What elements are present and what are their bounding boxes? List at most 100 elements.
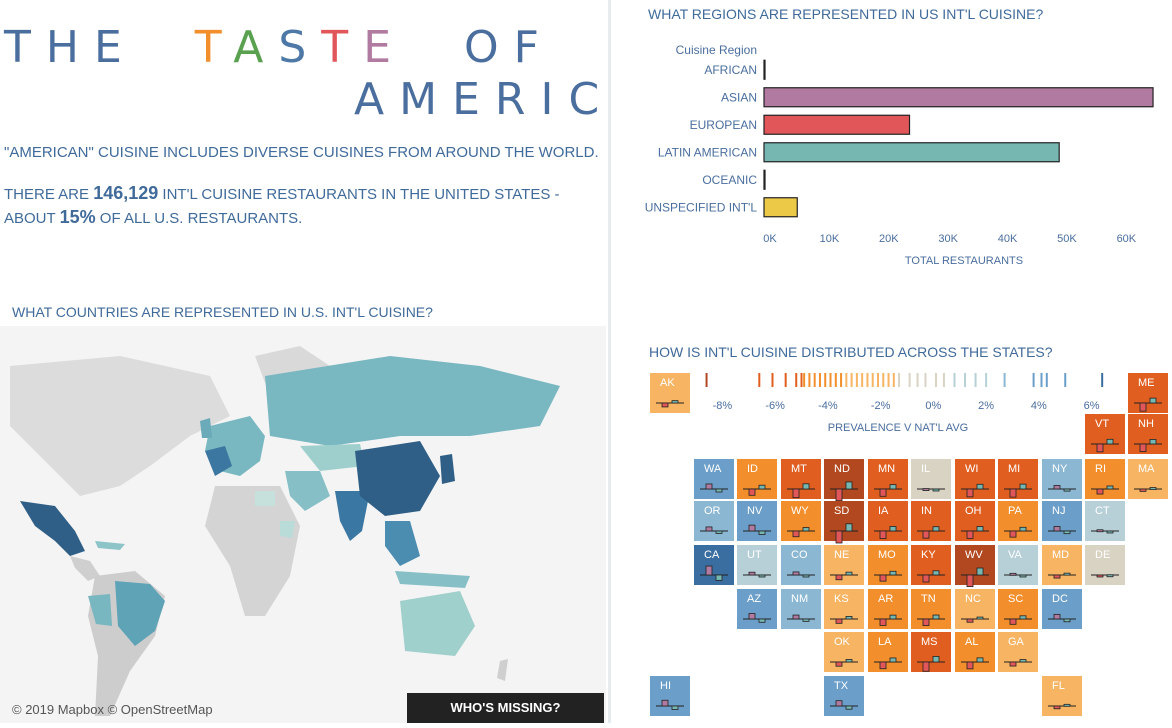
tile-bar xyxy=(792,571,800,576)
state-label: AR xyxy=(878,593,893,605)
state-tile-co[interactable] xyxy=(781,545,821,585)
state-label: DC xyxy=(1052,593,1068,605)
x-tick-label: 50K xyxy=(1057,233,1077,245)
title-letter-1: A xyxy=(233,22,279,73)
map-india[interactable] xyxy=(335,491,370,541)
state-tile-ri[interactable] xyxy=(1085,459,1125,499)
state-tile-ny[interactable] xyxy=(1042,459,1082,499)
state-tile-ak[interactable] xyxy=(650,373,690,413)
state-label: ID xyxy=(747,463,758,475)
map-new-zealand[interactable] xyxy=(497,659,508,681)
state-tile-ms[interactable] xyxy=(911,632,951,672)
state-tile-va[interactable] xyxy=(998,545,1038,585)
map-caribbean[interactable] xyxy=(95,541,125,550)
state-label: HI xyxy=(660,680,671,692)
state-tile-nh[interactable] xyxy=(1128,414,1168,454)
regions-chart-title: WHAT REGIONS ARE REPRESENTED IN US INT'L… xyxy=(648,6,1044,22)
state-tile-mo[interactable] xyxy=(868,545,908,585)
state-tile-in[interactable] xyxy=(911,501,951,541)
state-tile-fl[interactable] xyxy=(1042,676,1082,716)
state-tile-ct[interactable] xyxy=(1085,501,1125,541)
state-tile-hi[interactable] xyxy=(650,676,690,716)
tile-bar xyxy=(922,661,930,672)
map-central-america[interactable] xyxy=(70,556,100,581)
state-tile-al[interactable] xyxy=(955,632,995,672)
state-tile-ne[interactable] xyxy=(824,545,864,585)
state-tile-sd[interactable] xyxy=(824,501,864,541)
state-tile-mi[interactable] xyxy=(998,459,1038,499)
state-tile-tn[interactable] xyxy=(911,589,951,629)
map-africa[interactable] xyxy=(205,486,300,616)
map-russia[interactable] xyxy=(265,356,560,446)
map-central-asia[interactable] xyxy=(300,444,365,471)
tile-bar xyxy=(922,488,930,491)
state-tile-il[interactable] xyxy=(911,459,951,499)
state-tile-wa[interactable] xyxy=(694,459,734,499)
state-tile-la[interactable] xyxy=(868,632,908,672)
map-southeast-asia[interactable] xyxy=(385,521,420,566)
state-tile-mn[interactable] xyxy=(868,459,908,499)
state-tile-oh[interactable] xyxy=(955,501,995,541)
state-tile-vt[interactable] xyxy=(1085,414,1125,454)
map-china[interactable] xyxy=(355,441,440,516)
state-tile-wi[interactable] xyxy=(955,459,995,499)
world-map[interactable] xyxy=(0,326,606,723)
state-tile-de[interactable] xyxy=(1085,545,1125,585)
state-tile-pa[interactable] xyxy=(998,501,1038,541)
state-tile-ky[interactable] xyxy=(911,545,951,585)
state-tile-ga[interactable] xyxy=(998,632,1038,672)
state-tile-nm[interactable] xyxy=(781,589,821,629)
region-bar[interactable] xyxy=(763,197,798,218)
state-tile-ma[interactable] xyxy=(1128,459,1168,499)
map-egypt[interactable] xyxy=(255,491,275,506)
state-tile-id[interactable] xyxy=(737,459,777,499)
map-north-america[interactable] xyxy=(10,356,230,496)
whos-missing-button[interactable]: WHO'S MISSING? xyxy=(407,693,604,723)
region-bar[interactable] xyxy=(763,169,766,190)
map-uk[interactable] xyxy=(200,418,212,438)
state-tile-mt[interactable] xyxy=(781,459,821,499)
x-tick-label: 30K xyxy=(938,233,958,245)
region-bar[interactable] xyxy=(763,87,1154,108)
state-tile-ok[interactable] xyxy=(824,632,864,672)
tile-bar xyxy=(758,484,766,490)
map-japan[interactable] xyxy=(440,454,455,484)
states-chart-title: HOW IS INT'L CUISINE DISTRIBUTED ACROSS … xyxy=(649,344,1053,360)
state-label: MA xyxy=(1138,463,1155,475)
map-western-europe[interactable] xyxy=(205,446,232,476)
state-label: MD xyxy=(1052,549,1069,561)
state-tile-nj[interactable] xyxy=(1042,501,1082,541)
map-ethiopia[interactable] xyxy=(280,521,295,538)
region-bar[interactable] xyxy=(763,114,911,135)
map-middle-east[interactable] xyxy=(285,471,330,511)
region-bar[interactable] xyxy=(763,59,766,80)
state-tile-md[interactable] xyxy=(1042,545,1082,585)
state-tile-nc[interactable] xyxy=(955,589,995,629)
map-brazil[interactable] xyxy=(115,581,165,646)
state-tile-tx[interactable] xyxy=(824,676,864,716)
tile-bar xyxy=(1053,574,1061,579)
state-tile-or[interactable] xyxy=(694,501,734,541)
state-tile-dc[interactable] xyxy=(1042,589,1082,629)
state-tile-ut[interactable] xyxy=(737,545,777,585)
map-peru[interactable] xyxy=(88,594,112,626)
state-tile-sc[interactable] xyxy=(998,589,1038,629)
state-tile-az[interactable] xyxy=(737,589,777,629)
state-tile-ca[interactable] xyxy=(694,545,734,585)
state-tile-ar[interactable] xyxy=(868,589,908,629)
state-tile-ia[interactable] xyxy=(868,501,908,541)
tile-bar xyxy=(879,661,887,670)
state-tile-nv[interactable] xyxy=(737,501,777,541)
region-bar[interactable] xyxy=(763,142,1060,163)
tile-bar xyxy=(1139,402,1147,412)
map-mexico[interactable] xyxy=(20,501,85,556)
state-tile-nd[interactable] xyxy=(824,459,864,499)
tile-bar xyxy=(845,615,853,620)
state-tile-ks[interactable] xyxy=(824,589,864,629)
tile-bar xyxy=(976,483,984,490)
state-tile-me[interactable] xyxy=(1128,373,1168,413)
state-tile-wv[interactable] xyxy=(955,545,995,585)
state-tile-wy[interactable] xyxy=(781,501,821,541)
map-australia[interactable] xyxy=(400,591,475,656)
map-indonesia[interactable] xyxy=(395,571,470,588)
